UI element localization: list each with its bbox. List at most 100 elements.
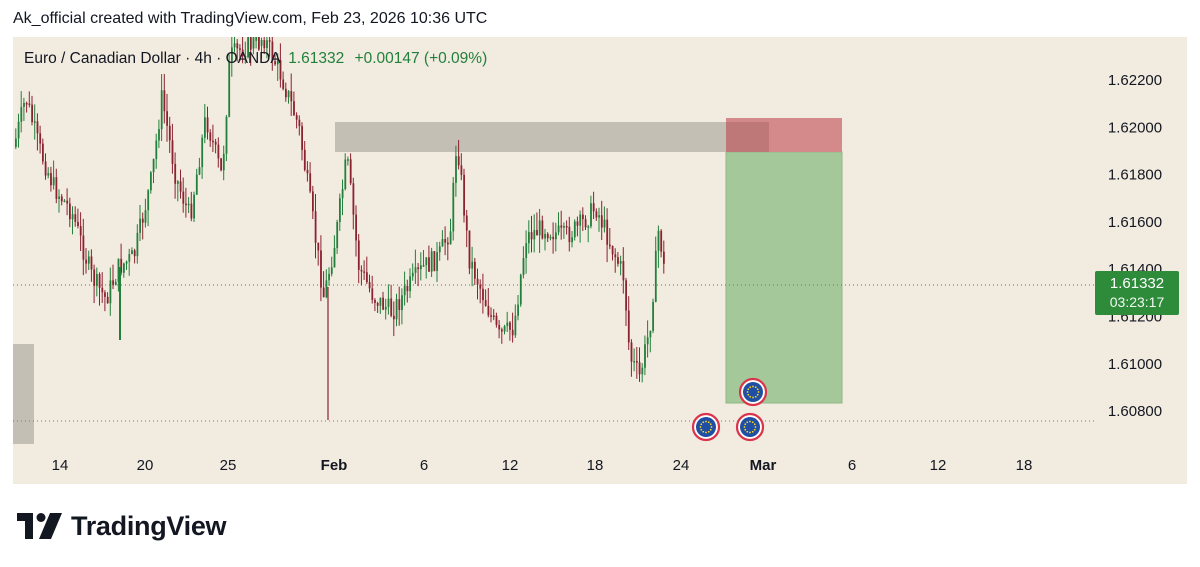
candle-body <box>587 226 590 228</box>
y-tick-label: 1.62000 <box>1108 119 1162 136</box>
candle-body <box>85 259 87 264</box>
candle-body <box>563 225 565 228</box>
candle-body <box>239 48 241 50</box>
candle-body <box>125 261 128 264</box>
candle-body <box>646 337 649 345</box>
candle-body <box>112 280 114 285</box>
event-markers[interactable] <box>691 377 768 442</box>
candle-body <box>649 330 652 338</box>
candle-body <box>517 304 519 316</box>
candle-body <box>398 299 401 311</box>
eu-flag-icon[interactable] <box>691 412 721 442</box>
chart-area[interactable]: 1.62200 1.62000 1.61800 1.61600 1.61400 1.612… <box>13 37 1187 484</box>
candle-body <box>374 299 376 303</box>
candle-body <box>131 250 133 255</box>
candle-body <box>285 88 287 98</box>
candle-body <box>74 214 77 222</box>
candle-body <box>282 79 285 89</box>
candle-body <box>387 298 390 307</box>
candle-body <box>60 196 63 202</box>
eu-flag-icon[interactable] <box>735 412 765 442</box>
tradingview-logo[interactable]: TradingView <box>17 510 227 542</box>
candle-body <box>128 254 131 262</box>
x-tick-label: 25 <box>220 457 237 474</box>
candle-body <box>576 221 579 226</box>
candle-body <box>368 282 371 289</box>
candle-body <box>428 257 430 272</box>
candle-body <box>336 221 339 248</box>
candle-body <box>47 173 50 176</box>
candle-body <box>390 298 393 316</box>
candle-body <box>231 47 233 62</box>
candle-body <box>114 281 117 285</box>
candle-body <box>641 367 644 375</box>
candle-body <box>77 221 79 227</box>
candle-body <box>23 102 25 107</box>
candle-body <box>379 297 382 306</box>
candle-body <box>401 295 403 311</box>
candle-body <box>395 299 398 320</box>
candle-body <box>617 257 619 264</box>
candle-body <box>406 285 409 292</box>
candle-body <box>66 200 69 204</box>
x-axis: 14 20 25 Feb 6 12 18 24 Mar 6 12 18 <box>52 457 1033 474</box>
chart-title: Euro / Canadian Dollar · 4h · OANDA 1.61… <box>24 50 487 68</box>
candle-body <box>552 236 555 240</box>
x-tick-label: 24 <box>673 457 690 474</box>
candle-body <box>244 56 247 58</box>
candle-countdown: 03:23:17 <box>1109 294 1165 310</box>
x-tick-label: 6 <box>420 457 428 474</box>
candle-body <box>457 156 460 166</box>
candle-body <box>471 261 474 269</box>
candle-body <box>147 190 150 211</box>
candle-body <box>171 140 174 164</box>
candle-body <box>644 344 646 368</box>
candle-body <box>376 302 379 306</box>
candle-body <box>571 237 573 243</box>
candle-body <box>614 254 617 258</box>
candle-body <box>528 232 530 244</box>
candle-body <box>317 242 320 251</box>
candle-body <box>87 256 90 264</box>
candlestick-chart[interactable]: 1.622001.620001.618001.616001.614001.612… <box>13 37 1187 484</box>
candle-body <box>309 173 312 192</box>
candle-body <box>463 174 465 216</box>
candle-body <box>382 297 384 310</box>
candle-body <box>436 252 438 271</box>
candle-body <box>384 306 387 310</box>
candle-body <box>536 230 538 236</box>
candle-body <box>228 61 231 117</box>
candle-body <box>260 40 263 46</box>
candle-body <box>52 177 55 186</box>
candle-body <box>465 215 468 231</box>
candle-body <box>598 215 600 218</box>
candle-body <box>474 261 476 279</box>
x-tick-label: Feb <box>321 457 348 474</box>
candle-body <box>158 129 160 141</box>
candle-body <box>557 225 560 233</box>
candle-body <box>71 214 74 220</box>
x-tick-label: Mar <box>750 457 777 474</box>
left-zone-strip <box>13 344 34 444</box>
candle-body <box>409 276 411 292</box>
candle-body <box>411 272 414 277</box>
candle-body <box>479 284 482 289</box>
candle-body <box>20 106 23 122</box>
candle-body <box>160 90 163 130</box>
candle-body <box>190 203 193 219</box>
candle-body <box>166 111 168 126</box>
candle-body <box>55 177 58 199</box>
candle-body <box>155 140 158 160</box>
candle-body <box>217 144 220 159</box>
eu-flag-icon[interactable] <box>738 377 768 407</box>
candle-body <box>565 225 568 228</box>
price-tag-value: 1.61332 <box>1109 275 1165 292</box>
candle-body <box>295 115 298 120</box>
candle-body <box>133 250 136 257</box>
candle-body <box>636 361 638 363</box>
candle-body <box>96 274 98 286</box>
candle-body <box>333 247 336 268</box>
candle-body <box>69 203 71 220</box>
candle-body <box>511 329 514 336</box>
candle-body <box>476 278 479 285</box>
